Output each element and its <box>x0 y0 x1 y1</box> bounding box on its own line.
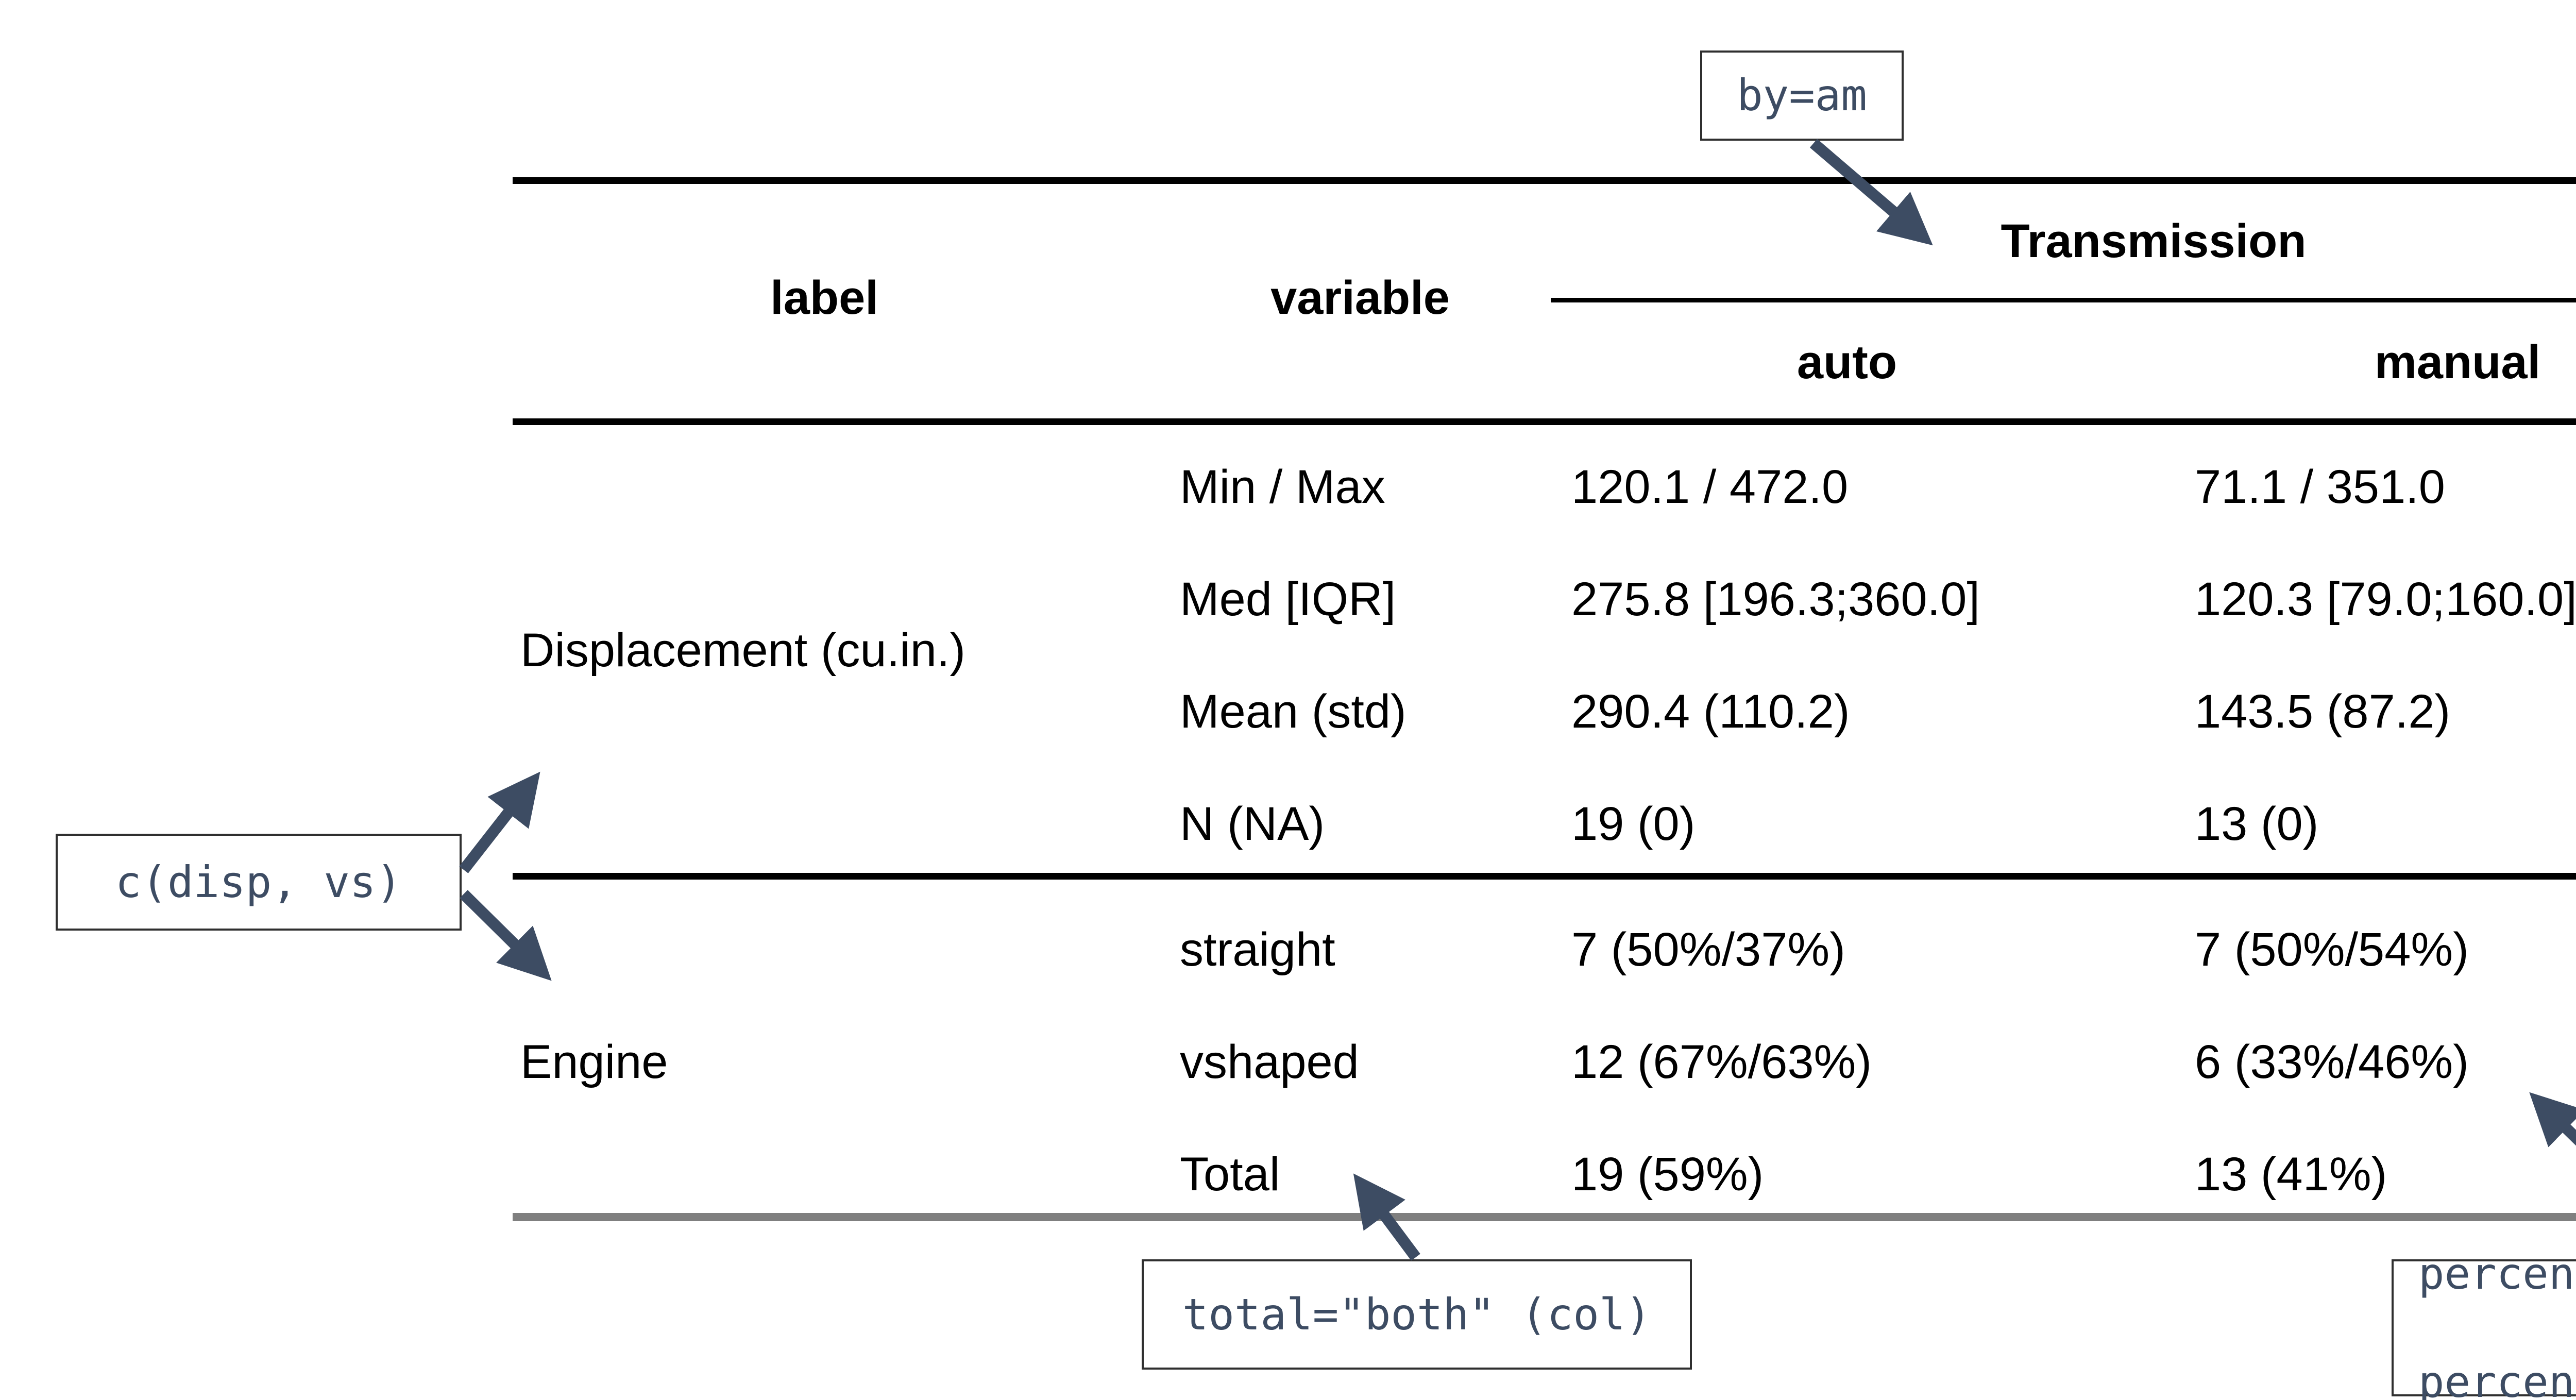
arrow-c-disp-vs-to-displacement <box>459 771 540 873</box>
callout-by-am-text: by=am <box>1737 70 1867 121</box>
cell-manual: 13 (41%) <box>2195 1148 2387 1201</box>
arrow-c-disp-vs-to-engine <box>460 890 552 981</box>
callout-percent-pattern-text: percent_pattern="{n} ({p_row}/{p_col})« … <box>2418 1247 2576 1400</box>
row-variable: Mean (std) <box>1180 685 1406 738</box>
callout-total-both-col-text: total="both" (col) <box>1182 1289 1652 1340</box>
cell-manual: 7 (50%/54%) <box>2195 923 2469 976</box>
section-label-displacement: Displacement (cu.in.) <box>520 624 966 677</box>
table-bottom-border <box>513 1213 2576 1221</box>
cell-auto: 19 (0) <box>1571 798 1696 850</box>
row-variable: vshaped <box>1180 1036 1359 1088</box>
row-variable: Min / Max <box>1180 461 1385 513</box>
callout-percent-line2: percent_digits=0 <box>2418 1356 2576 1400</box>
column-header-auto: auto <box>1797 336 1897 389</box>
cell-auto: 275.8 [196.3;360.0] <box>1571 573 1980 626</box>
callout-percent-pattern: percent_pattern="{n} ({p_row}/{p_col})« … <box>2392 1249 2576 1400</box>
transmission-spanner-underline <box>1551 298 2576 302</box>
cell-manual: 13 (0) <box>2195 798 2319 850</box>
cell-manual: 143.5 (87.2) <box>2195 685 2451 738</box>
cell-auto: 12 (67%/63%) <box>1571 1036 1872 1088</box>
callout-percent-line1: percent_pattern="{n} ({p_row}/{p_col})« <box>2418 1248 2576 1299</box>
column-header-variable: variable <box>1270 272 1450 324</box>
arrow-percent-pattern-to-cell <box>2529 1092 2576 1148</box>
cell-manual: 6 (33%/46%) <box>2195 1036 2469 1088</box>
callout-c-disp-vs: c(disp, vs) <box>56 834 462 931</box>
cell-auto: 120.1 / 472.0 <box>1571 461 1849 513</box>
row-variable: N (NA) <box>1180 798 1325 850</box>
column-header-label: label <box>770 272 878 324</box>
cell-manual: 71.1 / 351.0 <box>2195 461 2445 513</box>
column-spanner-transmission: Transmission <box>2001 215 2307 267</box>
row-variable: straight <box>1180 923 1335 976</box>
cell-auto: 19 (59%) <box>1571 1148 1764 1201</box>
row-variable: Med [IQR] <box>1180 573 1396 626</box>
table-top-border <box>513 177 2576 184</box>
callout-by-am: by=am <box>1700 50 1904 141</box>
callout-total-both-col: total="both" (col) <box>1142 1259 1692 1370</box>
cell-auto: 290.4 (110.2) <box>1571 685 1850 738</box>
section-label-engine: Engine <box>520 1036 668 1088</box>
cell-auto: 7 (50%/37%) <box>1571 923 1845 976</box>
arrow-by-am-to-transmission <box>1809 139 1933 246</box>
cell-manual: 120.3 [79.0;160.0] <box>2195 573 2576 626</box>
row-variable: Total <box>1180 1148 1280 1201</box>
table-header-border <box>513 418 2576 425</box>
table-section-divider <box>513 873 2576 880</box>
callout-c-disp-vs-text: c(disp, vs) <box>115 856 402 907</box>
column-header-manual: manual <box>2374 336 2541 389</box>
